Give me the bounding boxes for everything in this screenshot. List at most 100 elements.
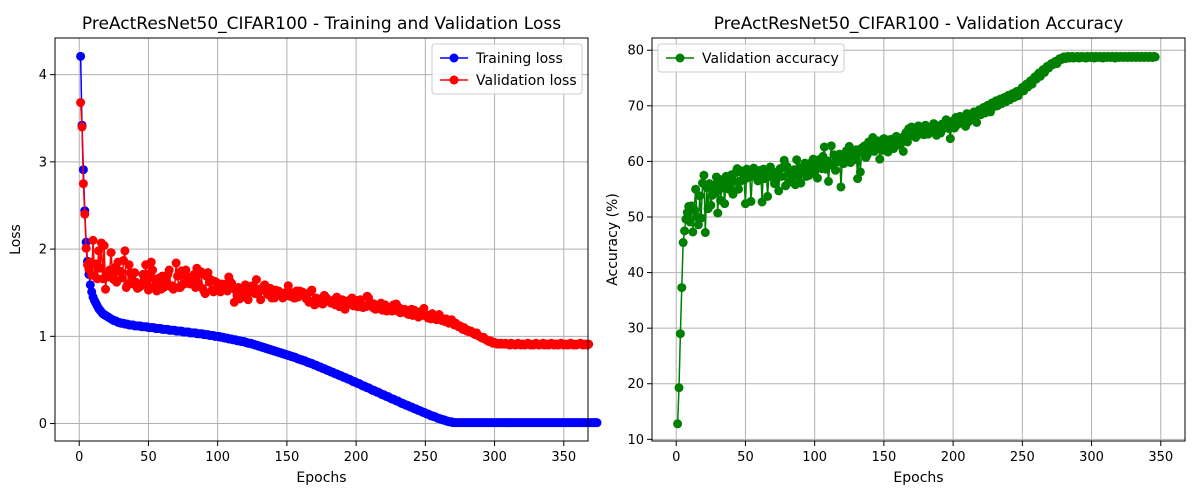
data-point [76, 51, 86, 61]
data-point [243, 295, 253, 305]
data-point [120, 246, 130, 256]
data-point [678, 238, 688, 248]
data-point [181, 265, 191, 275]
y-tick-label: 10 [627, 433, 644, 448]
data-point [875, 154, 885, 164]
data-point [972, 117, 982, 127]
data-point [763, 191, 773, 201]
data-point [130, 268, 140, 278]
data-point [746, 196, 756, 206]
data-point [283, 281, 293, 291]
data-point [101, 284, 111, 294]
data-point [713, 208, 723, 218]
data-point [106, 248, 116, 258]
data-point [850, 155, 860, 165]
data-point [774, 186, 784, 196]
x-tick-label: 100 [205, 450, 230, 465]
y-tick-label: 40 [627, 266, 644, 281]
legend-box [431, 43, 583, 95]
data-point [592, 418, 602, 428]
y-tick-label: 0 [39, 417, 47, 432]
data-point [95, 263, 105, 273]
data-point [844, 141, 854, 151]
data-point [680, 226, 690, 236]
y-tick-label: 60 [627, 155, 644, 170]
data-point [902, 137, 912, 147]
data-point [824, 176, 834, 186]
data-point [770, 179, 780, 189]
data-point [720, 199, 730, 209]
data-point [819, 142, 829, 152]
data-point [148, 265, 158, 275]
x-tick-label: 50 [737, 450, 754, 465]
x-axis-label: Epochs [893, 470, 943, 486]
data-point [695, 191, 705, 201]
data-point [164, 265, 174, 275]
y-tick-label: 30 [627, 322, 644, 337]
data-point [673, 419, 683, 429]
x-tick-label: 350 [1148, 450, 1173, 465]
data-point [675, 329, 685, 339]
data-point [706, 200, 716, 210]
data-point [945, 134, 955, 144]
x-tick-label: 300 [1079, 450, 1104, 465]
data-point [836, 182, 846, 192]
legend-marker [675, 53, 685, 63]
x-tick-label: 250 [1010, 450, 1035, 465]
data-point [812, 173, 822, 183]
data-point [584, 339, 594, 349]
x-tick-label: 200 [941, 450, 966, 465]
data-point [855, 167, 865, 177]
y-tick-label: 4 [39, 68, 47, 83]
loss-chart: 0 50 100 150 200 250 300 350 0 1 2 3 4 PreActResNet50… [8, 14, 602, 486]
data-point [792, 155, 802, 165]
data-point [77, 122, 87, 132]
data-point [677, 283, 687, 293]
data-point [99, 241, 109, 251]
data-point [307, 285, 317, 295]
data-point [80, 209, 90, 219]
data-point [674, 383, 684, 393]
data-point [88, 235, 98, 245]
grid [55, 38, 588, 441]
data-point [699, 170, 709, 180]
data-point [691, 184, 701, 194]
x-tick-label: 50 [140, 450, 157, 465]
legend: Training loss Validation loss [431, 43, 583, 95]
x-tick-label: 0 [672, 450, 680, 465]
data-point [898, 146, 908, 156]
data-point [753, 176, 763, 186]
data-point [734, 184, 744, 194]
series-validation-accuracy [673, 51, 1160, 429]
series-validation-loss [76, 98, 594, 350]
x-tick-label: 250 [413, 450, 438, 465]
legend-item: Validation accuracy [666, 51, 839, 67]
legend-label: Validation accuracy [702, 51, 839, 67]
data-point [688, 227, 698, 237]
data-point [689, 205, 699, 215]
y-tick-label: 3 [39, 155, 47, 170]
x-tick-label: 0 [75, 450, 83, 465]
plot-frame [54, 37, 589, 442]
legend-item: Validation loss [440, 73, 577, 89]
legend-box [657, 43, 845, 73]
data-point [757, 197, 767, 207]
data-point [685, 217, 695, 227]
y-tick-label: 50 [627, 210, 644, 225]
x-tick-label: 100 [802, 450, 827, 465]
data-point [117, 273, 127, 283]
legend-label: Training loss [475, 51, 563, 67]
x-tick-label: 200 [344, 450, 369, 465]
data-point [76, 98, 86, 108]
legend-marker [449, 75, 459, 85]
legend-label: Validation loss [476, 73, 577, 89]
data-point [146, 257, 156, 267]
data-point [1150, 52, 1160, 62]
data-point [826, 141, 836, 151]
series-training-loss [76, 51, 602, 428]
data-point [696, 213, 706, 223]
data-point [700, 228, 710, 238]
plot-frame [651, 37, 1186, 442]
x-tick-label: 300 [482, 450, 507, 465]
